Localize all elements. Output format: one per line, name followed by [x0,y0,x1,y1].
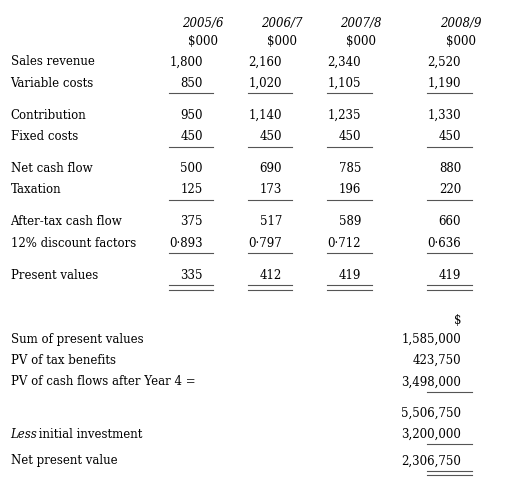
Text: 1,020: 1,020 [248,76,282,90]
Text: 589: 589 [339,215,361,228]
Text: 0·893: 0·893 [169,236,203,249]
Text: 450: 450 [438,130,461,143]
Text: Less: Less [11,427,37,440]
Text: 850: 850 [181,76,203,90]
Text: $000: $000 [188,35,218,48]
Text: 1,105: 1,105 [327,76,361,90]
Text: 2007/8: 2007/8 [340,17,382,30]
Text: 1,235: 1,235 [327,108,361,121]
Text: 2005/6: 2005/6 [182,17,223,30]
Text: 1,585,000: 1,585,000 [402,332,461,345]
Text: 423,750: 423,750 [413,353,461,366]
Text: $: $ [454,313,461,326]
Text: 660: 660 [438,215,461,228]
Text: 690: 690 [259,162,282,175]
Text: 375: 375 [180,215,203,228]
Text: Taxation: Taxation [11,183,61,196]
Text: 450: 450 [259,130,282,143]
Text: initial investment: initial investment [35,427,143,440]
Text: 2,340: 2,340 [327,55,361,68]
Text: 125: 125 [181,183,203,196]
Text: 2,520: 2,520 [427,55,461,68]
Text: 2006/7: 2006/7 [261,17,302,30]
Text: 450: 450 [338,130,361,143]
Text: 450: 450 [180,130,203,143]
Text: Net present value: Net present value [11,454,117,467]
Text: 950: 950 [180,108,203,121]
Text: 500: 500 [180,162,203,175]
Text: 1,800: 1,800 [169,55,203,68]
Text: 3,498,000: 3,498,000 [401,375,461,388]
Text: 785: 785 [339,162,361,175]
Text: Fixed costs: Fixed costs [11,130,78,143]
Text: 196: 196 [339,183,361,196]
Text: 335: 335 [180,268,203,281]
Text: 3,200,000: 3,200,000 [401,427,461,440]
Text: $000: $000 [446,35,476,48]
Text: 517: 517 [260,215,282,228]
Text: Sales revenue: Sales revenue [11,55,94,68]
Text: $000: $000 [346,35,376,48]
Text: 880: 880 [439,162,461,175]
Text: 12% discount factors: 12% discount factors [11,236,136,249]
Text: Contribution: Contribution [11,108,86,121]
Text: 2008/9: 2008/9 [441,17,482,30]
Text: Sum of present values: Sum of present values [11,332,143,345]
Text: 1,190: 1,190 [427,76,461,90]
Text: 2,160: 2,160 [248,55,282,68]
Text: 419: 419 [439,268,461,281]
Text: 5,506,750: 5,506,750 [401,406,461,419]
Text: 412: 412 [260,268,282,281]
Text: PV of cash flows after Year 4 =: PV of cash flows after Year 4 = [11,375,195,388]
Text: 220: 220 [439,183,461,196]
Text: 0·797: 0·797 [248,236,282,249]
Text: After-tax cash flow: After-tax cash flow [11,215,122,228]
Text: $000: $000 [267,35,297,48]
Text: 2,306,750: 2,306,750 [401,454,461,467]
Text: 173: 173 [260,183,282,196]
Text: 1,140: 1,140 [248,108,282,121]
Text: Variable costs: Variable costs [11,76,94,90]
Text: Net cash flow: Net cash flow [11,162,92,175]
Text: PV of tax benefits: PV of tax benefits [11,353,115,366]
Text: 0·636: 0·636 [427,236,461,249]
Text: 0·712: 0·712 [327,236,361,249]
Text: 419: 419 [339,268,361,281]
Text: Present values: Present values [11,268,98,281]
Text: 1,330: 1,330 [427,108,461,121]
